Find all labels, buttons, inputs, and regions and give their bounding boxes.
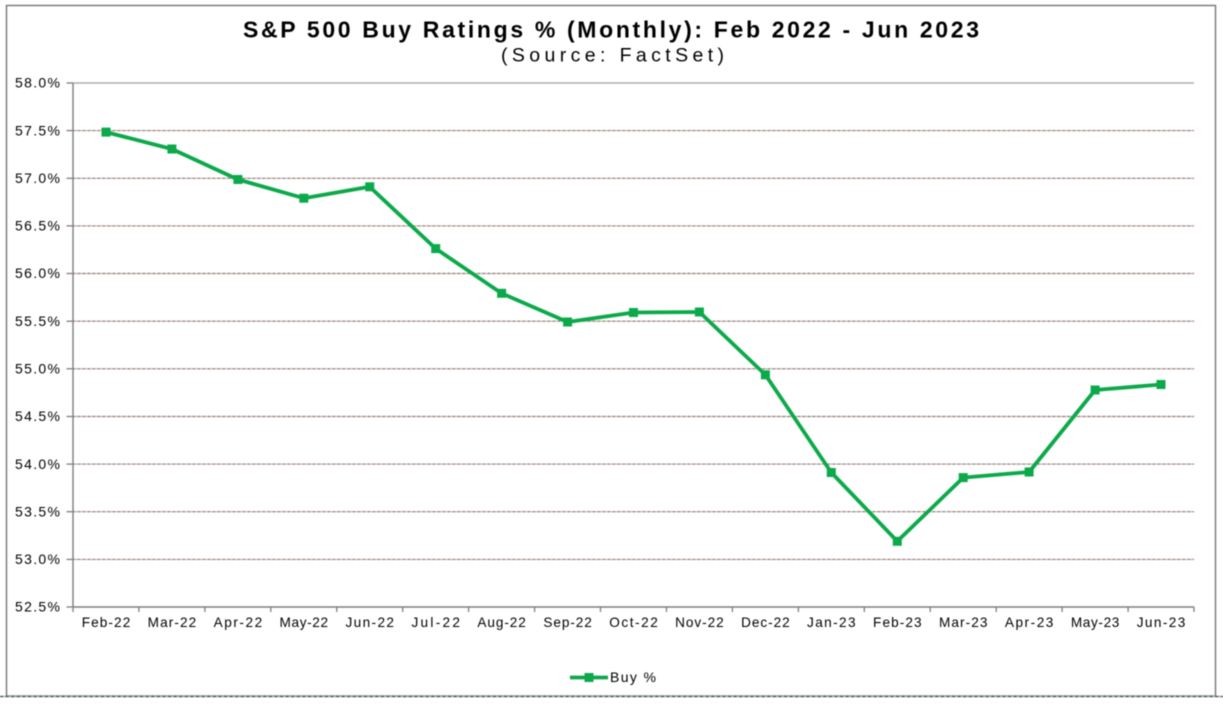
svg-text:S&P 500 Buy Ratings % (Monthly: S&P 500 Buy Ratings % (Monthly): Feb 202… bbox=[243, 17, 979, 43]
svg-text:Jan-23: Jan-23 bbox=[807, 615, 856, 630]
svg-text:54.0%: 54.0% bbox=[15, 456, 60, 472]
svg-text:55.5%: 55.5% bbox=[15, 313, 60, 329]
svg-text:May-22: May-22 bbox=[280, 615, 329, 630]
svg-text:Nov-22: Nov-22 bbox=[675, 615, 724, 630]
svg-text:58.0%: 58.0% bbox=[15, 75, 60, 91]
svg-text:53.0%: 53.0% bbox=[15, 551, 60, 567]
svg-text:Buy %: Buy % bbox=[610, 669, 656, 685]
svg-text:55.0%: 55.0% bbox=[15, 361, 60, 377]
svg-text:Jun-22: Jun-22 bbox=[345, 615, 394, 630]
svg-text:57.5%: 57.5% bbox=[15, 122, 60, 138]
svg-text:Dec-22: Dec-22 bbox=[741, 615, 790, 630]
svg-text:56.0%: 56.0% bbox=[15, 265, 60, 281]
svg-text:56.5%: 56.5% bbox=[15, 218, 60, 234]
svg-text:53.5%: 53.5% bbox=[15, 503, 60, 519]
svg-text:Jul-22: Jul-22 bbox=[411, 615, 460, 630]
svg-text:Feb-23: Feb-23 bbox=[873, 615, 922, 630]
svg-text:57.0%: 57.0% bbox=[15, 170, 60, 186]
svg-text:54.5%: 54.5% bbox=[15, 408, 60, 424]
svg-text:Jun-23: Jun-23 bbox=[1137, 615, 1186, 630]
svg-text:Aug-22: Aug-22 bbox=[477, 615, 525, 630]
svg-text:Mar-23: Mar-23 bbox=[939, 615, 988, 630]
svg-text:Feb-22: Feb-22 bbox=[82, 615, 131, 630]
svg-text:Sep-22: Sep-22 bbox=[543, 615, 592, 630]
svg-text:Mar-22: Mar-22 bbox=[148, 615, 197, 630]
svg-text:52.5%: 52.5% bbox=[15, 599, 60, 615]
svg-text:May-23: May-23 bbox=[1071, 615, 1120, 630]
